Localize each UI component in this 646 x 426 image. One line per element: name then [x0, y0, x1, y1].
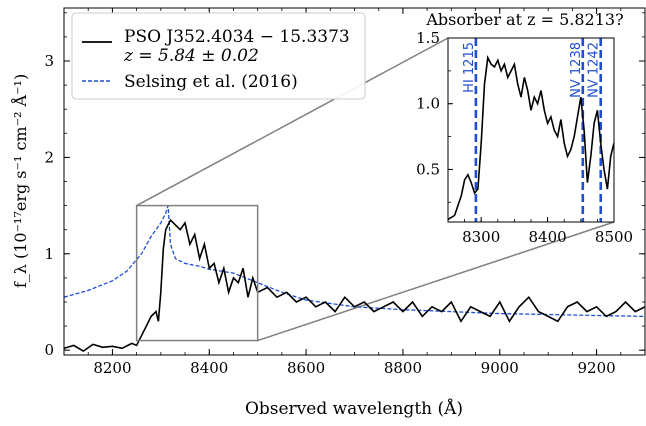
zoom-connector-upper: [136, 37, 449, 207]
inset-axis-ticks: 8300 8400 8500 0.5 1.0 1.5: [416, 29, 633, 246]
y-axis-label: f_λ (10⁻¹⁷erg s⁻¹ cm⁻² Å⁻¹): [10, 74, 30, 288]
annotation-label-0: HI 1215: [462, 42, 477, 93]
y-tick-label-3: 3: [44, 52, 54, 70]
series-line-pso-j352: [64, 218, 645, 353]
x-tick-label-9000: 9000: [481, 359, 519, 377]
inset-x-tick-label-8300: 8300: [462, 228, 500, 246]
series-line-selsing: [64, 205, 645, 318]
x-tick-label-8400: 8400: [190, 359, 228, 377]
main-axis-ticks: 8200 8400 8600 8800 9000 9200 0 1 2 3: [44, 8, 646, 377]
annotation-label-2: NV 1242: [587, 42, 602, 98]
x-axis-label: Observed wavelength (Å): [245, 398, 463, 419]
zoom-connector-lower: [257, 221, 615, 342]
inset-x-tick-label-8400: 8400: [529, 228, 567, 246]
x-tick-label-8600: 8600: [287, 359, 325, 377]
inset-y-tick-label-1: 1.0: [416, 95, 440, 113]
x-tick-label-9200: 9200: [577, 359, 615, 377]
zoom-box: [135, 204, 259, 342]
y-tick-label-1: 1: [44, 245, 54, 263]
inset-series-line-pso-j352: [448, 55, 614, 221]
inset-annotations: HI 1215 NV 1238 NV 1242: [462, 38, 603, 222]
y-tick-label-0: 0: [44, 341, 54, 359]
legend-label-pso-redshift: z = 5.84 ± 0.02: [123, 46, 259, 66]
x-tick-label-8200: 8200: [93, 359, 131, 377]
legend-box: [71, 12, 366, 100]
inset-x-tick-label-8500: 8500: [595, 228, 633, 246]
inset-chart: HI 1215 NV 1238 NV 1242 8300 8400 8500 0.5 1.0…: [416, 10, 633, 246]
inset-y-tick-label-0.5: 0.5: [416, 160, 440, 178]
inset-y-tick-label-1.5: 1.5: [416, 29, 440, 47]
legend: PSO J352.4034 − 15.3373 z = 5.84 ± 0.02 …: [71, 12, 366, 100]
inset-title: Absorber at z = 5.8213?: [425, 10, 623, 29]
annotation-label-1: NV 1238: [569, 42, 584, 98]
legend-label-pso: PSO J352.4034 − 15.3373: [124, 27, 350, 47]
legend-label-selsing: Selsing et al. (2016): [124, 72, 298, 92]
y-tick-label-2: 2: [44, 148, 54, 166]
x-tick-label-8800: 8800: [384, 359, 422, 377]
